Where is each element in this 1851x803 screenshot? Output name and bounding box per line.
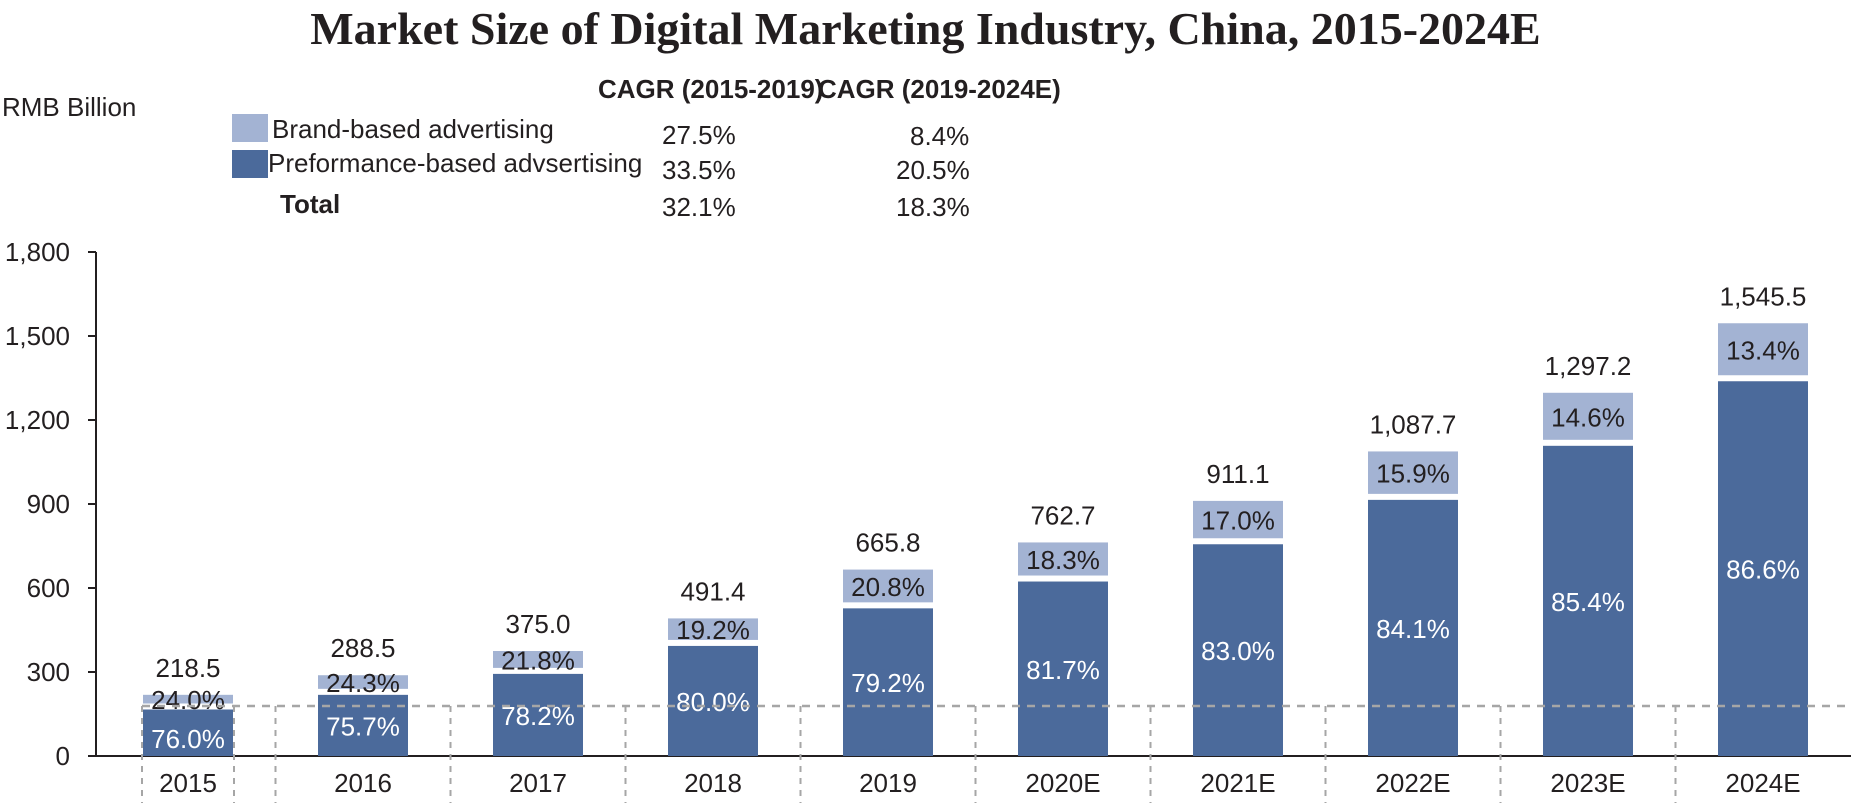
x-tick-label-2018: 2018 xyxy=(684,768,742,798)
legend-label-brand: Brand-based advertising xyxy=(272,114,554,144)
bar-performance-2017 xyxy=(493,673,583,756)
bar-brand-2024E xyxy=(1718,323,1808,376)
bar-performance-2018 xyxy=(668,645,758,756)
data-label-total-2017: 375.0 xyxy=(505,609,570,639)
x-tick-label-2023E: 2023E xyxy=(1550,768,1625,798)
y-tick-label: 1,200 xyxy=(5,405,70,435)
data-label-performance-2020E: 81.7% xyxy=(1026,655,1100,685)
data-label-brand-2015: 24.0% xyxy=(151,685,225,715)
data-label-brand-2018: 19.2% xyxy=(676,615,750,645)
bar-brand-2020E xyxy=(1018,542,1108,576)
x-tick-label-2016: 2016 xyxy=(334,768,392,798)
y-tick-label: 1,800 xyxy=(5,237,70,267)
y-tick-label: 300 xyxy=(27,657,70,687)
data-label-total-2016: 288.5 xyxy=(330,633,395,663)
y-axis-unit-label: RMB Billion xyxy=(2,92,137,122)
bar-brand-2023E xyxy=(1543,392,1633,440)
bar-performance-2016 xyxy=(318,694,408,756)
x-tick-label-2020E: 2020E xyxy=(1025,768,1100,798)
data-label-performance-2021E: 83.0% xyxy=(1201,636,1275,666)
legend-label-total: Total xyxy=(280,189,341,219)
data-label-brand-2023E: 14.6% xyxy=(1551,402,1625,432)
cagr-header-2015-2019: CAGR (2015-2019) xyxy=(598,74,824,104)
bar-performance-2022E xyxy=(1368,499,1458,756)
data-label-total-2022E: 1,087.7 xyxy=(1370,409,1457,439)
bar-performance-2021E xyxy=(1193,544,1283,756)
data-label-performance-2016: 75.7% xyxy=(326,711,400,741)
bar-performance-2015 xyxy=(143,709,233,756)
cagr-performance-2015-2019: 33.5% xyxy=(662,155,736,185)
x-tick-label-2017: 2017 xyxy=(509,768,567,798)
legend-label-performance: Preformance-based advsertising xyxy=(268,148,643,178)
data-label-total-2021E: 911.1 xyxy=(1206,459,1269,489)
bar-performance-2019 xyxy=(843,608,933,756)
data-label-total-2023E: 1,297.2 xyxy=(1545,351,1632,381)
data-label-total-2019: 665.8 xyxy=(855,528,920,558)
bar-performance-2020E xyxy=(1018,581,1108,756)
data-label-performance-2018: 80.0% xyxy=(676,687,750,717)
data-label-brand-2016: 24.3% xyxy=(326,668,400,698)
data-label-performance-2023E: 85.4% xyxy=(1551,587,1625,617)
bar-brand-2017 xyxy=(493,651,583,668)
y-tick-label: 900 xyxy=(27,489,70,519)
bar-brand-2022E xyxy=(1368,451,1458,494)
cagr-brand-2019-2024e: 8.4% xyxy=(910,121,970,151)
data-label-performance-2015: 76.0% xyxy=(151,724,225,754)
bar-brand-2019 xyxy=(843,569,933,603)
data-label-performance-2024E: 86.6% xyxy=(1726,555,1800,585)
data-label-total-2024E: 1,545.5 xyxy=(1720,281,1807,311)
x-tick-label-2019: 2019 xyxy=(859,768,917,798)
data-label-total-2020E: 762.7 xyxy=(1030,500,1095,530)
x-tick-label-2015: 2015 xyxy=(159,768,217,798)
legend-swatch-brand xyxy=(232,114,268,142)
data-label-brand-2021E: 17.0% xyxy=(1201,506,1275,536)
data-label-brand-2022E: 15.9% xyxy=(1376,459,1450,489)
data-label-brand-2017: 21.8% xyxy=(501,645,575,675)
data-label-brand-2019: 20.8% xyxy=(851,572,925,602)
y-tick-label: 0 xyxy=(56,741,70,771)
bar-brand-2016 xyxy=(318,675,408,689)
x-tick-label-2021E: 2021E xyxy=(1200,768,1275,798)
cagr-brand-2015-2019: 27.5% xyxy=(662,120,736,150)
data-label-performance-2019: 79.2% xyxy=(851,668,925,698)
data-label-brand-2020E: 18.3% xyxy=(1026,545,1100,575)
bar-brand-2021E xyxy=(1193,500,1283,539)
data-label-total-2015: 218.5 xyxy=(155,653,220,683)
cagr-header-2019-2024e: CAGR (2019-2024E) xyxy=(818,74,1061,104)
cagr-performance-2019-2024e: 20.5% xyxy=(896,155,970,185)
chart-title: Market Size of Digital Marketing Industr… xyxy=(310,3,1541,54)
cagr-total-2019-2024e: 18.3% xyxy=(896,192,970,222)
data-label-total-2018: 491.4 xyxy=(680,576,745,606)
bar-brand-2015 xyxy=(143,694,233,704)
x-tick-label-2024E: 2024E xyxy=(1725,768,1800,798)
bar-brand-2018 xyxy=(668,618,758,640)
cagr-total-2015-2019: 32.1% xyxy=(662,192,736,222)
bar-performance-2024E xyxy=(1718,381,1808,756)
bar-performance-2023E xyxy=(1543,445,1633,756)
y-tick-label: 1,500 xyxy=(5,321,70,351)
legend-swatch-performance xyxy=(232,150,268,178)
data-label-performance-2022E: 84.1% xyxy=(1376,614,1450,644)
data-label-brand-2024E: 13.4% xyxy=(1726,335,1800,365)
y-tick-label: 600 xyxy=(27,573,70,603)
x-tick-label-2022E: 2022E xyxy=(1375,768,1450,798)
